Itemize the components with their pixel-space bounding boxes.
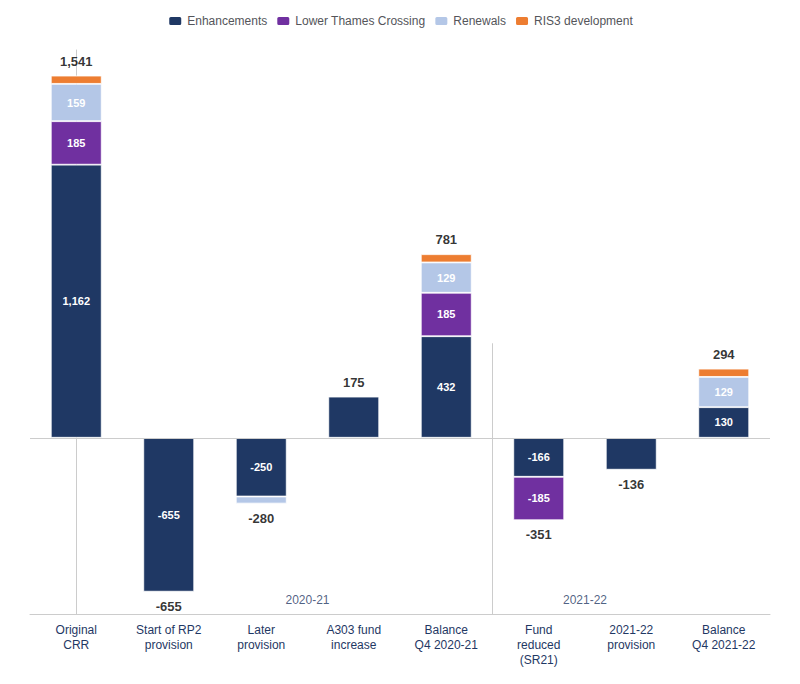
- svg-text:-351: -351: [526, 527, 552, 542]
- svg-text:Lower Thames Crossing: Lower Thames Crossing: [295, 14, 425, 28]
- svg-text:781: 781: [435, 232, 457, 247]
- svg-text:2021-22: 2021-22: [609, 623, 653, 637]
- svg-text:129: 129: [715, 386, 733, 398]
- svg-text:(SR21): (SR21): [520, 653, 558, 667]
- svg-text:294: 294: [713, 347, 735, 362]
- svg-text:185: 185: [437, 308, 455, 320]
- svg-text:reduced: reduced: [517, 638, 560, 652]
- svg-text:Q4 2021-22: Q4 2021-22: [692, 638, 756, 652]
- svg-text:432: 432: [437, 381, 455, 393]
- svg-text:Q4 2020-21: Q4 2020-21: [415, 638, 479, 652]
- svg-text:-136: -136: [618, 477, 644, 492]
- svg-text:185: 185: [67, 137, 85, 149]
- svg-text:2020-21: 2020-21: [285, 593, 329, 607]
- svg-text:provision: provision: [237, 638, 285, 652]
- svg-text:-166: -166: [528, 451, 550, 463]
- svg-text:A303 fund: A303 fund: [326, 623, 381, 637]
- svg-text:129: 129: [437, 272, 455, 284]
- svg-text:Fund: Fund: [525, 623, 552, 637]
- svg-text:provision: provision: [145, 638, 193, 652]
- svg-text:175: 175: [343, 375, 365, 390]
- svg-text:Balance: Balance: [702, 623, 746, 637]
- svg-text:Renewals: Renewals: [453, 14, 506, 28]
- svg-text:1,162: 1,162: [62, 295, 90, 307]
- svg-text:Enhancements: Enhancements: [187, 14, 267, 28]
- svg-text:provision: provision: [607, 638, 655, 652]
- svg-text:130: 130: [715, 416, 733, 428]
- svg-text:RIS3 development: RIS3 development: [534, 14, 633, 28]
- svg-text:Balance: Balance: [425, 623, 469, 637]
- svg-text:2021-22: 2021-22: [563, 593, 607, 607]
- svg-text:CRR: CRR: [63, 638, 89, 652]
- svg-text:-185: -185: [528, 492, 550, 504]
- svg-text:1,541: 1,541: [60, 54, 93, 69]
- svg-text:-655: -655: [158, 509, 180, 521]
- svg-text:Later: Later: [248, 623, 275, 637]
- svg-text:Start of RP2: Start of RP2: [136, 623, 202, 637]
- svg-text:159: 159: [67, 97, 85, 109]
- svg-text:-655: -655: [156, 599, 182, 614]
- svg-text:-250: -250: [250, 461, 272, 473]
- svg-text:-280: -280: [248, 511, 274, 526]
- svg-text:Original: Original: [56, 623, 97, 637]
- svg-text:increase: increase: [331, 638, 377, 652]
